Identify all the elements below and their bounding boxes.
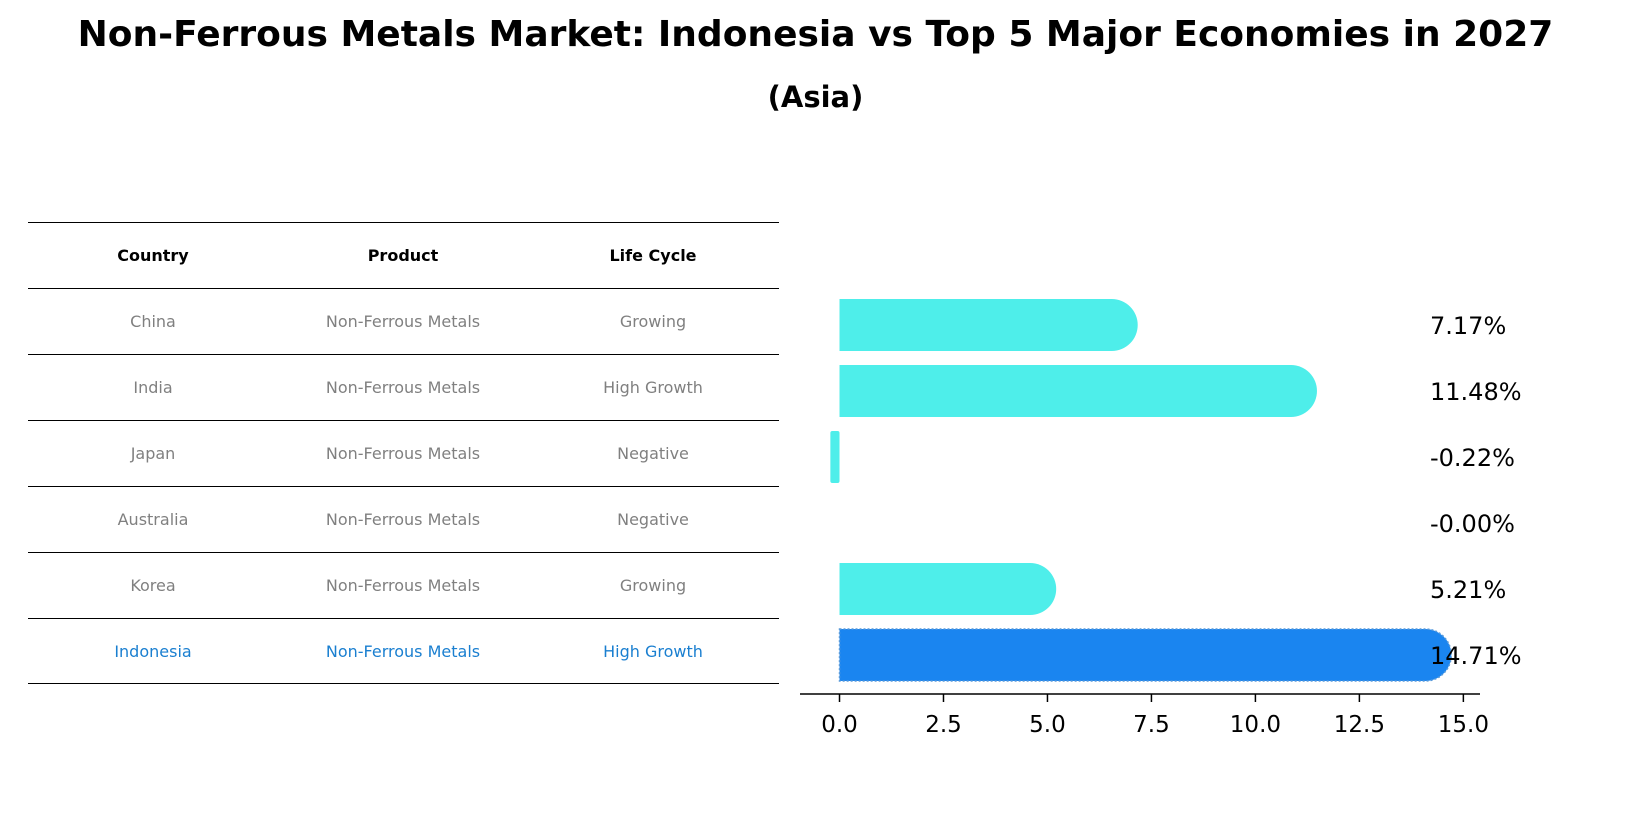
comparison-table: Country Product Life Cycle China Non-Fer… [28, 222, 779, 684]
x-tick-label: 0.0 [821, 712, 858, 738]
life-cycle-cell: Growing [619, 576, 687, 595]
product-cell: Non-Ferrous Metals [325, 444, 481, 463]
life-cycle-cell: Growing [619, 312, 687, 331]
bar-korea [839, 563, 1057, 615]
product-cell: Non-Ferrous Metals [325, 576, 481, 595]
growth-bar-chart: 7.17% 11.48% -0.22% -0.00% 5.21% 14.71% 0.0 2.5… [800, 299, 1522, 738]
life-cycle-cell: Negative [617, 444, 689, 463]
value-label: 14.71% [1430, 642, 1522, 670]
table-row: Korea Non-Ferrous Metals Growing [28, 552, 779, 618]
country-cell: Indonesia [114, 641, 192, 661]
country-cell: Japan [130, 444, 176, 463]
bar-indonesia [838, 628, 1453, 682]
life-cycle-cell: High Growth [603, 378, 703, 397]
x-tick-label: 5.0 [1029, 712, 1066, 738]
product-cell: Non-Ferrous Metals [325, 312, 481, 331]
product-cell: Non-Ferrous Metals [325, 641, 481, 661]
bar-china [839, 299, 1138, 351]
life-cycle-cell: Negative [617, 510, 689, 529]
bar-japan [830, 431, 840, 483]
country-cell: Korea [130, 576, 176, 595]
chart-title: Non-Ferrous Metals Market: Indonesia vs … [77, 14, 1554, 55]
value-label: 7.17% [1430, 312, 1506, 340]
x-tick-label: 10.0 [1230, 712, 1281, 738]
value-label: -0.22% [1430, 444, 1515, 472]
bar-india [839, 365, 1317, 417]
value-label: 5.21% [1430, 576, 1506, 604]
value-label: 11.48% [1430, 378, 1522, 406]
x-tick-label: 15.0 [1438, 712, 1489, 738]
country-cell: India [133, 378, 173, 397]
table-row: Japan Non-Ferrous Metals Negative [28, 420, 779, 486]
table-row-highlight: Indonesia Non-Ferrous Metals High Growth [28, 618, 779, 684]
x-tick-label: 2.5 [925, 712, 962, 738]
table-row: China Non-Ferrous Metals Growing [28, 288, 779, 354]
table-header-row: Country Product Life Cycle [28, 222, 779, 288]
table-row: Australia Non-Ferrous Metals Negative [28, 486, 779, 552]
value-label: -0.00% [1430, 510, 1515, 538]
country-cell: Australia [117, 510, 189, 529]
country-cell: China [130, 312, 176, 331]
product-cell: Non-Ferrous Metals [325, 510, 481, 529]
chart-subtitle: (Asia) [767, 80, 864, 114]
header-product: Product [367, 246, 439, 265]
table-row: India Non-Ferrous Metals High Growth [28, 354, 779, 420]
x-tick-label: 12.5 [1334, 712, 1385, 738]
header-life-cycle: Life Cycle [609, 246, 697, 265]
x-tick-label: 7.5 [1133, 712, 1170, 738]
header-country: Country [117, 246, 189, 265]
life-cycle-cell: High Growth [603, 641, 703, 661]
product-cell: Non-Ferrous Metals [325, 378, 481, 397]
